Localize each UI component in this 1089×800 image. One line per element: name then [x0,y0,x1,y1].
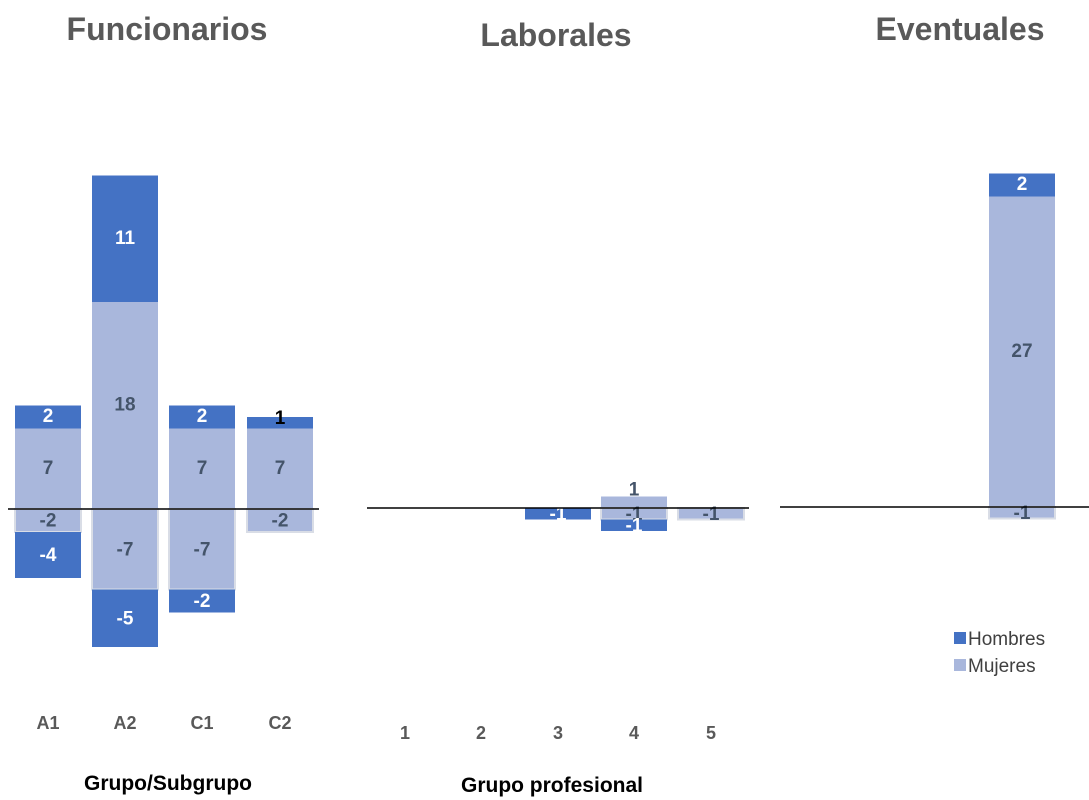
panel-title-funcionarios: Funcionarios [67,11,268,47]
label-hombres-neg-0-2: -2 [194,591,211,612]
bar-mujeres-neg-0-1 [91,508,159,591]
panel-title-eventuales: Eventuales [876,11,1045,47]
label-hombres-neg-1-2: -1 [550,504,567,525]
bar-hombres-pos-2-0 [989,173,1055,197]
bar-mujeres-neg-0-2 [168,508,236,591]
label-hombres-neg-0-1: -5 [117,608,134,629]
label-mujeres-pos-0-2: 7 [197,458,208,479]
tick-label-0-3: C2 [268,713,291,733]
bar-mujeres-pos-0-3 [247,428,313,509]
tick-label-1-2: 3 [553,723,563,743]
label-hombres-neg-1-3: -1 [626,515,643,536]
bar-hombres-neg-0-1 [92,589,158,647]
bar-hombres-neg-0-0 [15,532,81,578]
label-hombres-pos-0-1: 11 [115,228,136,249]
bar-hombres-pos-0-2 [169,405,235,429]
bar-hombres-neg-0-2 [169,589,235,613]
bar-mujeres-pos-0-0 [15,428,81,509]
bar-hombres-neg-1-2 [525,508,591,520]
label-mujeres-pos-0-3: 7 [275,458,286,479]
label-mujeres-neg-0-0: -2 [40,511,57,532]
label-hombres-pos-0-0: 2 [43,406,54,427]
bar-mujeres-pos-0-1 [92,302,158,509]
label-mujeres-pos-0-0: 7 [43,458,54,479]
label-hombres-pos-2-0: 2 [1017,174,1028,195]
label-mujeres-neg-0-1: -7 [117,539,134,560]
label-mujeres-neg-1-4: -1 [703,504,720,525]
label-mujeres-pos-0-1: 18 [114,395,135,416]
bar-hombres-neg-1-3 [601,519,667,531]
label-mujeres-neg-0-3: -2 [272,511,289,532]
tick-label-0-2: C1 [190,713,213,733]
label-mujeres-neg-0-2: -7 [194,539,211,560]
legend-swatch-mujeres [954,659,966,671]
label-mujeres-neg-2-0: -1 [1014,503,1031,524]
label-hombres-pos-0-2: 2 [197,406,208,427]
legend-label-hombres: Hombres [968,629,1045,650]
bar-mujeres-pos-1-3 [601,496,667,508]
bar-hombres-pos-0-3 [247,417,313,429]
legend: Hombres Mujeres [954,629,1045,677]
tick-label-1-3: 4 [629,723,639,743]
label-mujeres-pos-2-0: 27 [1011,341,1032,362]
panel-title-laborales: Laborales [480,17,631,53]
legend-swatch-hombres [954,632,966,644]
tick-label-1-4: 5 [706,723,716,743]
bar-mujeres-pos-2-0 [989,196,1055,507]
label-hombres-neg-0-0: -4 [40,545,57,566]
tick-label-1-1: 2 [476,723,486,743]
label-hombres-pos-0-3: 1 [275,408,286,429]
legend-label-mujeres: Mujeres [968,656,1036,677]
chart-marks: A1 7 2 -2 -4 A2 18 11 -7 -5 C1 7 2 -7 -2 C2 7 1 -2 1 2 3 -1 4 1 -… [14,173,1056,743]
tick-label-0-0: A1 [36,713,59,733]
bar-mujeres-pos-0-2 [169,428,235,509]
bar-hombres-pos-0-0 [15,405,81,429]
bar-hombres-pos-0-1 [92,175,158,302]
tick-label-0-1: A2 [113,713,136,733]
x-axis-title-laborales: Grupo profesional [461,774,643,797]
x-axis-title-funcionarios: Grupo/Subgrupo [84,772,252,795]
label-mujeres-pos-1-3: 1 [629,479,640,500]
tick-label-1-0: 1 [400,723,410,743]
